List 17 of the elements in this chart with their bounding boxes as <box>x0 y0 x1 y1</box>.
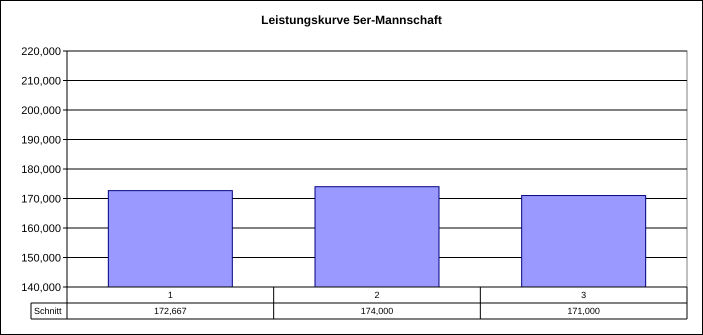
y-tick-label: 140,000 <box>21 282 61 294</box>
data-label: 174,000 <box>360 306 394 316</box>
x-tick-label: 1 <box>168 290 173 300</box>
y-tick-label: 150,000 <box>21 252 61 264</box>
y-tick-label: 190,000 <box>21 134 61 146</box>
y-tick-label: 160,000 <box>21 222 61 235</box>
y-tick-label: 220,000 <box>21 46 61 58</box>
y-tick-label: 210,000 <box>21 75 61 88</box>
data-label: 171,000 <box>567 306 600 316</box>
x-tick-label: 2 <box>374 290 380 300</box>
x-tick-label: 3 <box>581 290 586 300</box>
y-tick-label: 200,000 <box>21 104 61 117</box>
text: Schnitt <box>34 306 62 316</box>
chart-title: Leistungskurve 5er-Mannschaft <box>261 13 442 27</box>
y-tick-label: 170,000 <box>21 193 61 206</box>
y-tick-label: 180,000 <box>21 164 61 176</box>
data-label: 172,667 <box>154 306 187 316</box>
